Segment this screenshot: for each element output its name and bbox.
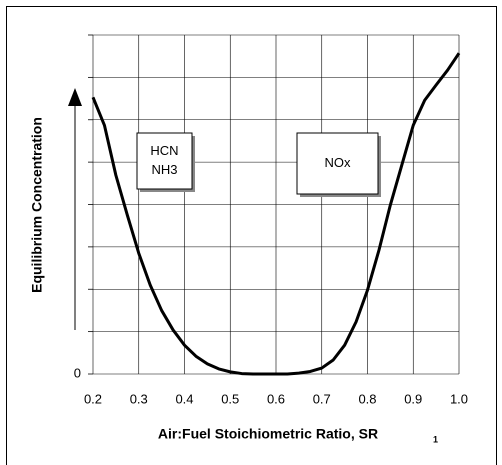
annotation-text: NH3 xyxy=(151,162,177,177)
data-line xyxy=(91,52,461,376)
y-arrow-head xyxy=(68,88,82,106)
x-tick-label: 1.0 xyxy=(450,391,468,406)
y-tick-label: 0 xyxy=(74,365,81,380)
x-tick-label: 0.6 xyxy=(267,391,285,406)
x-tick-label: 0.2 xyxy=(84,391,102,406)
x-tick-label: 0.5 xyxy=(221,391,239,406)
annotation-text: HCN xyxy=(150,143,178,158)
y-axis-label: Equilibrium Concentration xyxy=(29,117,45,293)
x-tick-label: 0.4 xyxy=(175,391,193,406)
x-tick-label: 0.8 xyxy=(358,391,376,406)
x-axis-label: Air:Fuel Stoichiometric Ratio, SR xyxy=(158,426,378,442)
x-tick-label: 0.9 xyxy=(404,391,422,406)
x-tick-label: 0.7 xyxy=(313,391,331,406)
annotation-box xyxy=(296,132,379,195)
annotation-text: NOx xyxy=(325,155,352,170)
x-tick-label: 0.3 xyxy=(130,391,148,406)
annotation-box xyxy=(136,132,193,190)
x-axis-label-subscript: 1 xyxy=(433,434,438,444)
frame xyxy=(6,6,497,465)
